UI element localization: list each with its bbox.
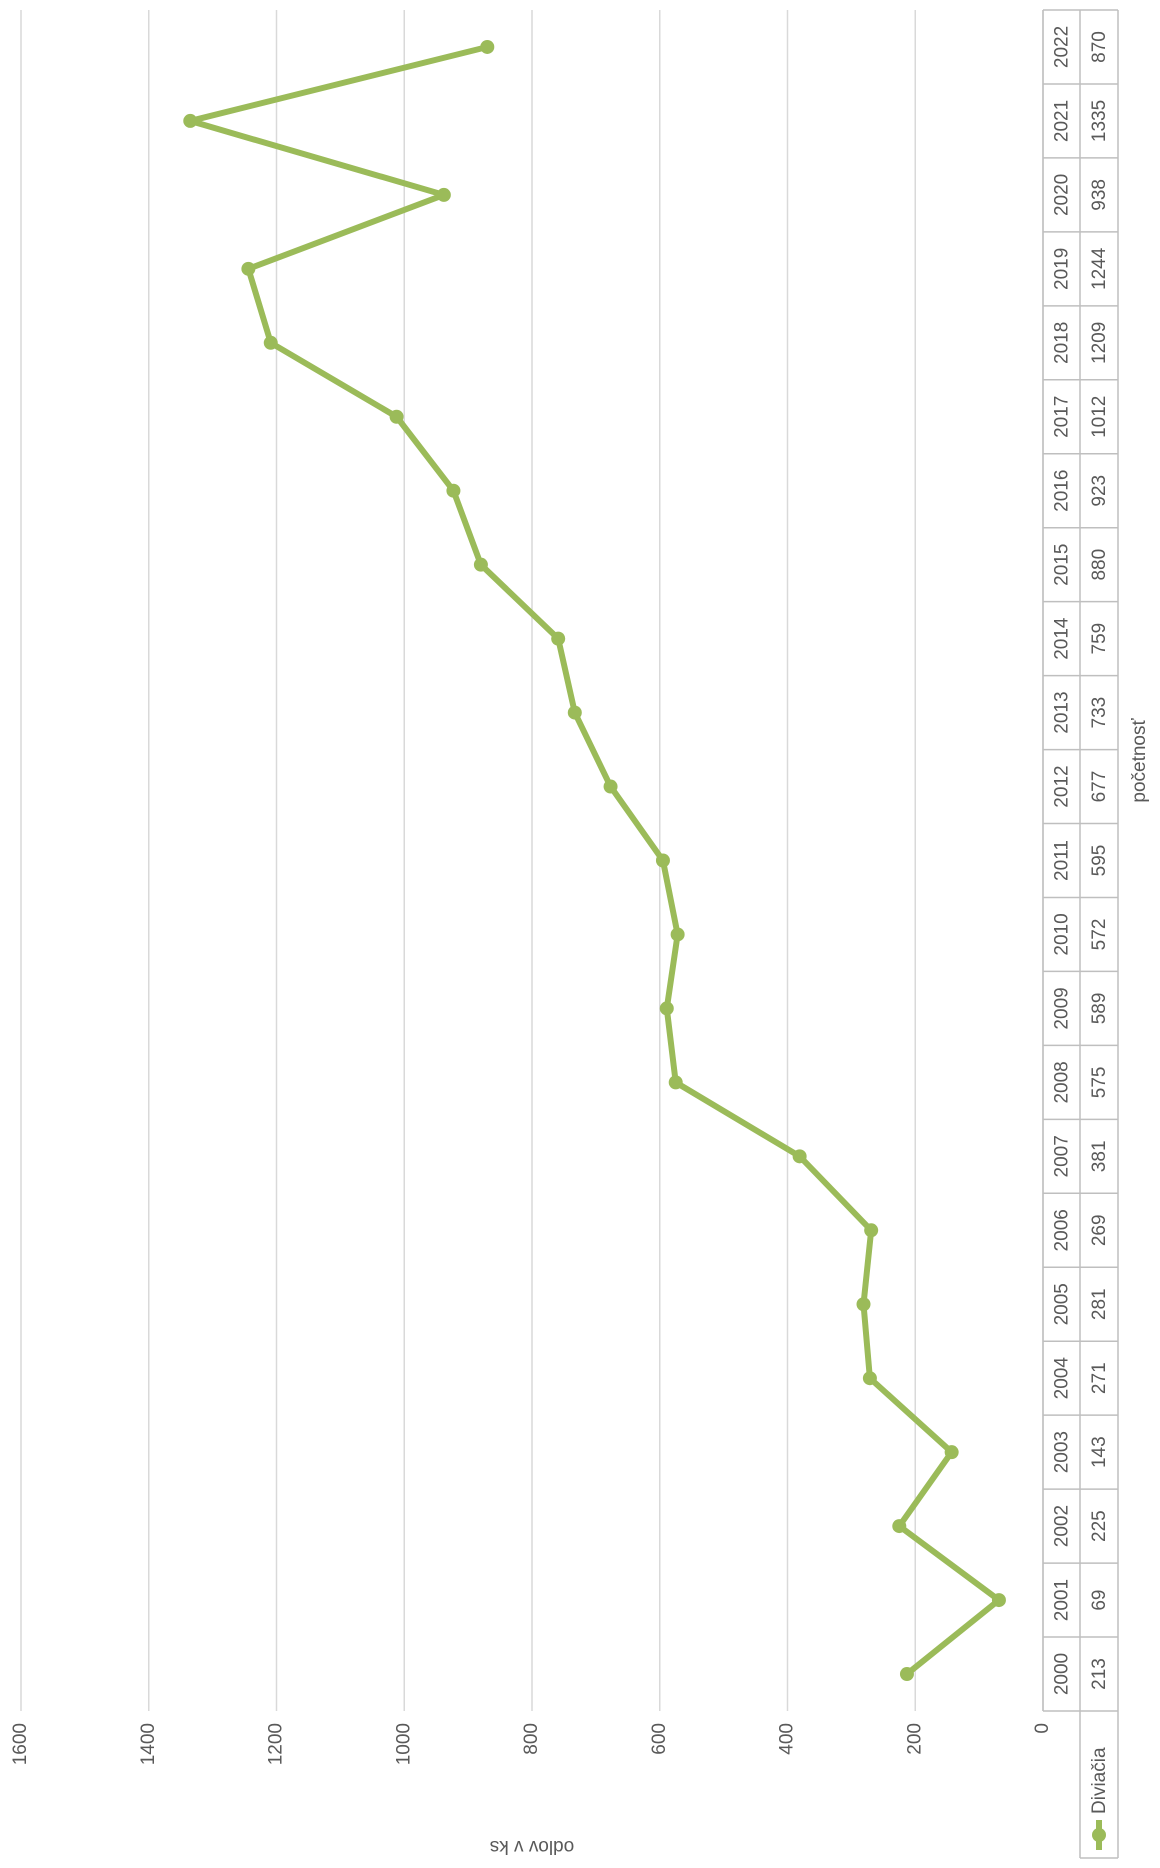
marker bbox=[473, 557, 488, 572]
marker bbox=[892, 1519, 907, 1534]
table-value: 870 bbox=[1089, 31, 1110, 63]
table-value: 938 bbox=[1089, 179, 1110, 211]
x-tick-label: 2020 bbox=[1052, 174, 1073, 216]
y-tick-label: 200 bbox=[904, 1723, 925, 1755]
table-value: 589 bbox=[1089, 993, 1110, 1025]
x-tick-label: 2013 bbox=[1052, 691, 1073, 733]
x-tick-label: 2003 bbox=[1052, 1431, 1073, 1473]
table-value: 1244 bbox=[1089, 247, 1110, 290]
legend-label: Diviačia bbox=[1089, 1747, 1110, 1814]
y-tick-label: 1200 bbox=[266, 1723, 287, 1765]
table-value: 69 bbox=[1089, 1589, 1110, 1610]
x-tick-label: 2012 bbox=[1052, 765, 1073, 807]
marker bbox=[899, 1667, 914, 1682]
series-line bbox=[187, 43, 1002, 1678]
marker bbox=[668, 1075, 683, 1090]
table-value: 1209 bbox=[1089, 322, 1110, 364]
table-value: 381 bbox=[1089, 1140, 1110, 1172]
y-tick-label: 1000 bbox=[393, 1723, 414, 1765]
table-value: 595 bbox=[1089, 845, 1110, 877]
marker bbox=[389, 409, 404, 424]
marker bbox=[263, 335, 278, 350]
marker bbox=[944, 1445, 959, 1460]
marker bbox=[241, 261, 256, 276]
table-value: 143 bbox=[1089, 1436, 1110, 1468]
y-tick-label: 600 bbox=[649, 1723, 670, 1755]
x-axis-title: početnosť bbox=[1129, 718, 1150, 803]
x-tick-label: 2006 bbox=[1052, 1209, 1073, 1251]
x-tick-label: 2022 bbox=[1052, 26, 1073, 68]
marker bbox=[480, 39, 495, 54]
marker bbox=[655, 853, 670, 868]
marker bbox=[862, 1371, 877, 1386]
x-tick-label: 2014 bbox=[1052, 617, 1073, 660]
y-tick-label: 400 bbox=[777, 1723, 798, 1755]
marker bbox=[446, 483, 461, 498]
x-tick-label: 2021 bbox=[1052, 100, 1073, 142]
table-value: 269 bbox=[1089, 1214, 1110, 1246]
legend-marker bbox=[1092, 1828, 1106, 1842]
marker bbox=[670, 927, 685, 942]
rotated-chart: 0 200 400 600 800 1000 1200 1400 1600 2000 2001 200… bbox=[10, 9, 1150, 1859]
x-tick-label: 2002 bbox=[1052, 1505, 1073, 1547]
x-tick-label: 2017 bbox=[1052, 396, 1073, 438]
marker bbox=[659, 1001, 674, 1016]
table-value: 880 bbox=[1089, 549, 1110, 581]
table-value: 733 bbox=[1089, 697, 1110, 729]
table-value: 271 bbox=[1089, 1362, 1110, 1394]
marker bbox=[551, 631, 566, 646]
x-tick-label: 2010 bbox=[1052, 913, 1073, 955]
marker bbox=[436, 187, 451, 202]
x-tick-label: 2008 bbox=[1052, 1061, 1073, 1103]
marker bbox=[864, 1223, 879, 1238]
x-tick-label: 2011 bbox=[1052, 840, 1073, 881]
table-value: 923 bbox=[1089, 475, 1110, 507]
x-tick-label: 2018 bbox=[1052, 322, 1073, 364]
x-tick-label: 2015 bbox=[1052, 544, 1073, 586]
x-tick-label: 2007 bbox=[1052, 1135, 1073, 1177]
table-value: 759 bbox=[1089, 623, 1110, 655]
marker bbox=[183, 113, 198, 128]
table-value: 281 bbox=[1089, 1288, 1110, 1320]
marker bbox=[603, 779, 618, 794]
table-value: 677 bbox=[1089, 771, 1110, 803]
table-value: 1012 bbox=[1089, 396, 1110, 438]
x-tick-label: 2000 bbox=[1052, 1653, 1073, 1695]
y-tick-label: 1600 bbox=[10, 1723, 31, 1765]
x-tick-label: 2016 bbox=[1052, 470, 1073, 512]
x-tick-label: 2009 bbox=[1052, 987, 1073, 1029]
marker bbox=[856, 1297, 871, 1312]
y-axis-title: odlov v ks bbox=[490, 1836, 574, 1857]
y-tick-label: 0 bbox=[1032, 1723, 1053, 1734]
marker bbox=[567, 705, 582, 720]
x-tick-label: 2001 bbox=[1052, 1579, 1073, 1621]
y-tick-label: 800 bbox=[521, 1723, 542, 1755]
table-value: 1335 bbox=[1089, 100, 1110, 142]
x-tick-label: 2004 bbox=[1052, 1357, 1073, 1400]
x-tick-label: 2005 bbox=[1052, 1283, 1073, 1325]
marker bbox=[991, 1593, 1006, 1608]
table-value: 213 bbox=[1089, 1658, 1110, 1690]
table-value: 572 bbox=[1089, 919, 1110, 951]
table-value: 225 bbox=[1089, 1510, 1110, 1542]
marker bbox=[792, 1149, 807, 1164]
table-value: 575 bbox=[1089, 1067, 1110, 1099]
y-tick-label: 1400 bbox=[138, 1723, 159, 1765]
x-tick-label: 2019 bbox=[1052, 248, 1073, 290]
